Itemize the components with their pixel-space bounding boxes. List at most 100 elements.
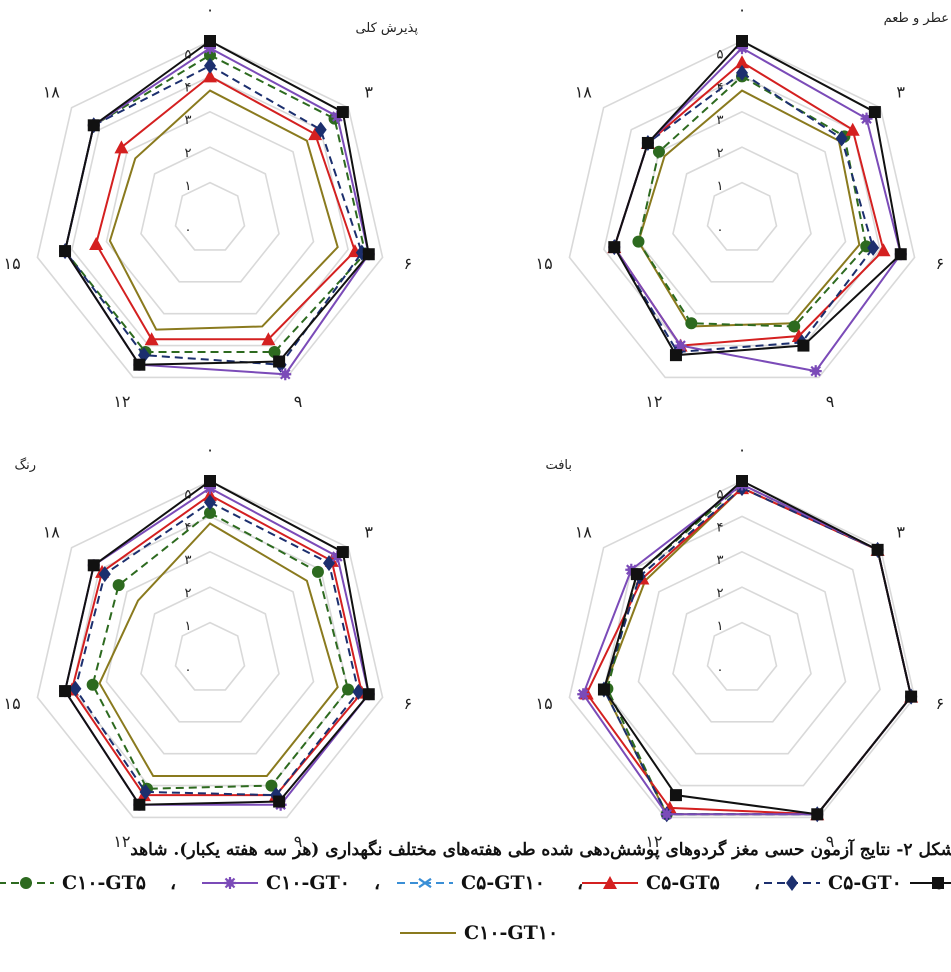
axis-label: ۶ — [404, 694, 413, 713]
data-point — [868, 106, 881, 119]
data-point — [139, 783, 152, 800]
axis-label: ۳ — [364, 522, 373, 541]
legend-swatch — [582, 876, 638, 889]
grid-ring — [36, 480, 384, 819]
data-point — [811, 808, 824, 821]
legend-item: C۵-GT۰ — [762, 866, 932, 900]
data-point — [835, 130, 848, 147]
legend-label: C۵-GT۵ — [646, 872, 720, 894]
radar-series — [579, 481, 919, 821]
series-line — [613, 71, 875, 354]
figure-caption-text: شکل ۲- نتایج آزمون حسی مغز گردوهای پوشش‌… — [130, 840, 951, 860]
radial-tick-label: ۲ — [185, 586, 192, 601]
data-point — [630, 568, 643, 581]
data-point — [308, 127, 323, 141]
axis-label: ۳ — [896, 82, 905, 101]
data-point — [204, 506, 216, 519]
axis-label: ۶ — [936, 254, 945, 273]
legend-item: C۱۰-GT۱۰ — [398, 916, 598, 950]
radial-tick-label: ۲ — [185, 146, 192, 161]
data-point — [279, 368, 292, 381]
data-point — [59, 245, 72, 258]
legend-marker — [932, 877, 944, 889]
radar-series — [608, 42, 907, 378]
data-point — [133, 798, 146, 811]
axis-label: ۰ — [206, 0, 215, 19]
radial-tick-label: ۱ — [717, 179, 724, 194]
data-point — [273, 355, 286, 368]
axis-label: ۰ — [738, 440, 747, 459]
legend-label: C۱۰-GT۰ — [266, 872, 350, 894]
series-line — [74, 501, 360, 797]
data-point — [314, 121, 327, 138]
grid-ring — [672, 586, 812, 723]
series-line — [108, 89, 339, 331]
data-point — [905, 690, 918, 703]
radial-tick-label: ۰ — [717, 223, 724, 238]
data-point — [652, 145, 665, 158]
data-point — [669, 349, 682, 362]
data-point — [87, 559, 100, 572]
series-line — [95, 75, 357, 341]
radar-series — [601, 478, 918, 821]
series-line — [63, 479, 370, 806]
axis-label: ۶ — [404, 254, 413, 273]
data-point — [845, 122, 860, 136]
data-point — [323, 555, 336, 572]
legend-separator: ، — [170, 872, 177, 894]
radial-tick-label: ۰ — [185, 223, 192, 238]
data-point — [669, 789, 682, 802]
legend-item: C۱۰-GT۵ — [0, 866, 166, 900]
data-point — [204, 482, 216, 495]
axis-label: ۱۸ — [575, 82, 593, 101]
data-point — [809, 365, 822, 378]
axis-label: ۱۸ — [575, 522, 593, 541]
legend-item: C۵-GT۵ — [580, 866, 750, 900]
radial-tick-label: ۴ — [185, 520, 192, 535]
radar-title: رنگ — [14, 457, 36, 473]
grid-ring — [637, 110, 847, 315]
data-point — [86, 678, 99, 691]
grid-ring — [706, 621, 778, 691]
radial-tick-label: ۴ — [185, 80, 192, 95]
legend-label: C۱۰-GT۵ — [62, 872, 146, 894]
grid-ring — [71, 515, 349, 787]
series-line — [63, 39, 370, 366]
data-point — [69, 680, 82, 697]
legend-separator: ، — [374, 872, 381, 894]
radar-title: بافت — [545, 458, 572, 473]
data-point — [204, 475, 216, 487]
axis-label: ۹ — [294, 832, 303, 851]
data-point — [362, 248, 375, 261]
radar-series — [59, 475, 375, 811]
radar-series — [89, 69, 362, 346]
data-point — [133, 358, 146, 371]
data-point — [608, 241, 621, 254]
radar-series — [608, 35, 907, 362]
series-line — [602, 486, 913, 816]
data-point — [685, 317, 698, 330]
legend-marker — [418, 877, 432, 889]
axis-label: ۰ — [206, 440, 215, 459]
radial-tick-label: ۵ — [717, 487, 724, 502]
data-point — [336, 546, 349, 559]
legend-row-1: C۱۰-GT۵،C۱۰-GT۰،C۵-GT۱۰،C۵-GT۵،C۵-GT۰، — [0, 866, 951, 902]
data-point — [660, 808, 673, 821]
radial-tick-label: ۳ — [185, 553, 192, 568]
radial-tick-label: ۱ — [717, 619, 724, 634]
radial-tick-label: ۰ — [185, 663, 192, 678]
legend-marker — [224, 877, 236, 889]
axis-label: ۹ — [826, 392, 835, 411]
data-point — [876, 243, 891, 257]
axis-label: ۱۲ — [113, 832, 130, 851]
data-point — [204, 57, 216, 74]
axis-label: ۶ — [936, 694, 945, 713]
radial-tick-label: ۳ — [185, 113, 192, 128]
axis-label: ۱۲ — [113, 392, 130, 411]
data-point — [311, 565, 324, 578]
series-line — [70, 493, 363, 797]
data-point — [860, 112, 873, 125]
